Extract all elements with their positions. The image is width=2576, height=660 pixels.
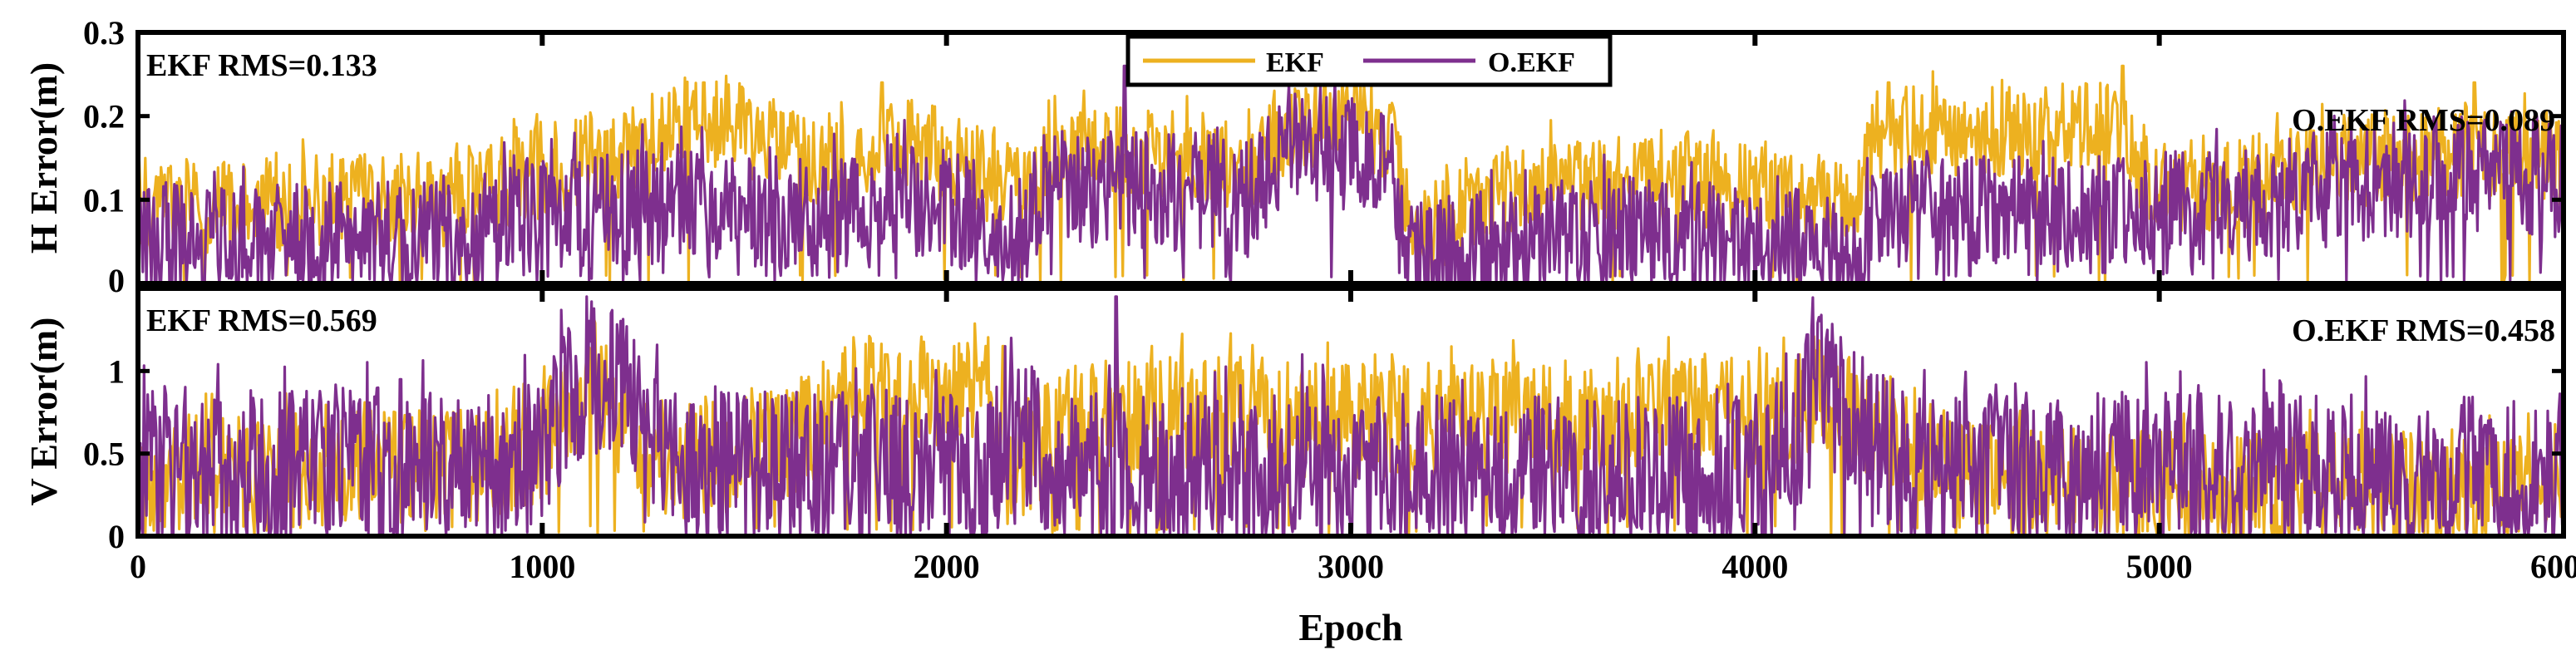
legend-oekf-label: O.EKF — [1488, 47, 1575, 78]
h-error-panel: 0 0.1 0.2 0.3 H Error(m) EKF RMS=0.133 O.EK… — [22, 14, 2566, 299]
v-error-y-ticks: 00.51 — [83, 352, 2564, 555]
h-error-y-ticks: 0 0.1 0.2 0.3 — [83, 14, 2564, 299]
v-error-panel: 00.51 0100020003000400050006000 V Error(… — [22, 286, 2576, 648]
v-error-series-group — [138, 295, 2564, 536]
x-tick-label: 3000 — [1318, 548, 1384, 585]
x-tick-label: 2000 — [914, 548, 980, 585]
h-ekf-rms-annotation: EKF RMS=0.133 — [146, 48, 377, 83]
legend-ekf-label: EKF — [1266, 47, 1324, 78]
x-tick-label: 6000 — [2530, 548, 2576, 585]
x-tick-label: 0 — [130, 548, 146, 585]
h-error-y-label: H Error(m) — [22, 62, 65, 254]
h-error-y-tick-label: 0.3 — [83, 14, 125, 52]
v-error-x-ticks: 0 1000 2000 3000 4000 5000 6000 — [130, 288, 2576, 585]
v-error-y-tick-label: 0.5 — [83, 436, 125, 473]
x-axis-label: Epoch — [1298, 606, 1402, 648]
v-error-y-tick-label: 1 — [108, 352, 125, 390]
x-tick-label: 5000 — [2126, 548, 2193, 585]
legend: EKF O.EKF — [1125, 34, 1613, 87]
v-oekf-rms-annotation: O.EKF RMS=0.458 — [2292, 313, 2555, 348]
h-error-y-tick-label: 0.1 — [83, 181, 125, 219]
h-oekf-rms-annotation: O.EKF RMS=0.089 — [2292, 103, 2555, 138]
h-error-y-tick-label: 0.2 — [83, 98, 125, 135]
h-error-y-tick-label: 0 — [108, 262, 125, 299]
v-error-y-label: V Error(m) — [22, 318, 65, 506]
v-ekf-rms-annotation: EKF RMS=0.569 — [146, 303, 377, 338]
x-tick-label: 1000 — [509, 548, 575, 585]
h-error-series-group — [138, 64, 2564, 283]
x-tick-label: 4000 — [1721, 548, 1788, 585]
v-error-y-tick-label: 0 — [108, 518, 125, 555]
h-error-oekf-series-line — [138, 64, 2564, 283]
